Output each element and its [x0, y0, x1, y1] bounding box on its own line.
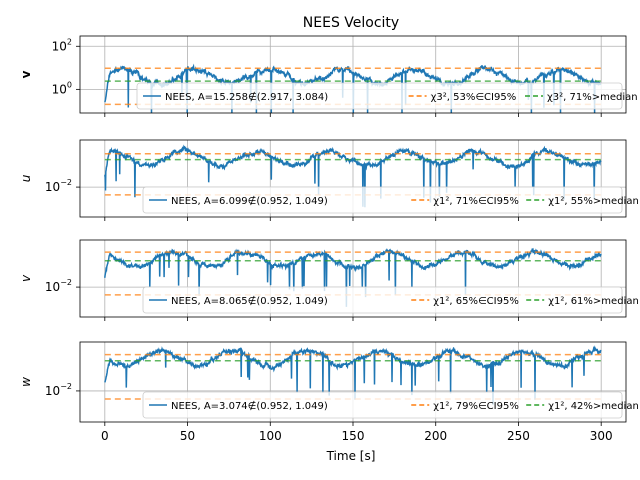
panel-3: 10−2 v NEES, A=8.065∉(0.952, 1.049) χ1², 65… [19, 239, 639, 321]
y-axis-label: v [19, 274, 33, 282]
x-axis: 0 50 100 150 200 250 300 [101, 429, 613, 443]
legend-entry-median: χ1², 42%>median [548, 401, 639, 412]
y-axis-label: w [19, 377, 33, 387]
panel-2: 10−2 u NEES, A=6.099∉(0.952, 1.049) χ1², 71… [19, 139, 639, 221]
x-tick-label: 50 [180, 429, 195, 443]
x-tick-label: 0 [101, 429, 109, 443]
legend: NEES, A=3.074∉(0.952, 1.049) χ1², 79%∈CI9… [142, 391, 639, 419]
x-axis-label: Time [s] [326, 449, 376, 463]
x-tick-label: 300 [590, 429, 613, 443]
legend-entry-median: χ3², 71%>median [547, 92, 638, 103]
legend: NEES, A=6.099∉(0.952, 1.049) χ1², 71%∈CI9… [142, 186, 639, 214]
legend-entry-ci: χ1², 65%∈CI95% [433, 296, 519, 307]
nees-series [104, 144, 602, 208]
legend-box [136, 82, 623, 110]
y-tick-label: 102 [52, 37, 72, 53]
y-axis-label: u [19, 174, 33, 182]
y-tick-label: 10−2 [45, 278, 72, 294]
nees-series [104, 247, 602, 307]
nees-series [104, 345, 602, 405]
legend-entry-nees: NEES, A=8.065∉(0.952, 1.049) [171, 295, 328, 307]
legend-entry-nees: NEES, A=6.099∉(0.952, 1.049) [171, 195, 328, 207]
legend-entry-nees: NEES, A=15.258∉(2.917, 3.084) [165, 91, 328, 103]
legend-entry-nees: NEES, A=3.074∉(0.952, 1.049) [171, 400, 328, 412]
y-tick-label: 10−2 [45, 382, 72, 398]
panel-1: 100 102 v NEES, A=15.258∉(2.917, 3.084) χ3²,… [19, 35, 638, 117]
legend-box [142, 391, 623, 419]
legend-entry-median: χ1², 61%>median [548, 296, 639, 307]
legend-entry-ci: χ1², 79%∈CI95% [433, 401, 519, 412]
x-tick-label: 200 [424, 429, 447, 443]
y-tick-label: 100 [52, 80, 72, 96]
panels: 100 102 v NEES, A=15.258∉(2.917, 3.084) χ3²,… [19, 35, 639, 426]
legend-box [142, 286, 623, 314]
panel-4: 10−2 w NEES, A=3.074∉(0.952, 1.049) χ1², 79… [19, 341, 639, 426]
legend-entry-median: χ1², 55%>median [548, 196, 639, 207]
legend-entry-ci: χ1², 71%∈CI95% [433, 196, 519, 207]
legend: NEES, A=8.065∉(0.952, 1.049) χ1², 65%∈CI9… [142, 286, 639, 314]
legend-box [142, 186, 623, 214]
legend-entry-ci: χ3², 53%∈CI95% [431, 92, 517, 103]
legend: NEES, A=15.258∉(2.917, 3.084) χ3², 53%∈CI… [136, 82, 638, 110]
chart-title: NEES Velocity [303, 15, 399, 31]
x-tick-label: 100 [259, 429, 282, 443]
y-tick-label: 10−2 [45, 178, 72, 194]
y-axis-label: v [19, 70, 33, 78]
x-tick-label: 250 [507, 429, 530, 443]
x-tick-label: 150 [342, 429, 365, 443]
